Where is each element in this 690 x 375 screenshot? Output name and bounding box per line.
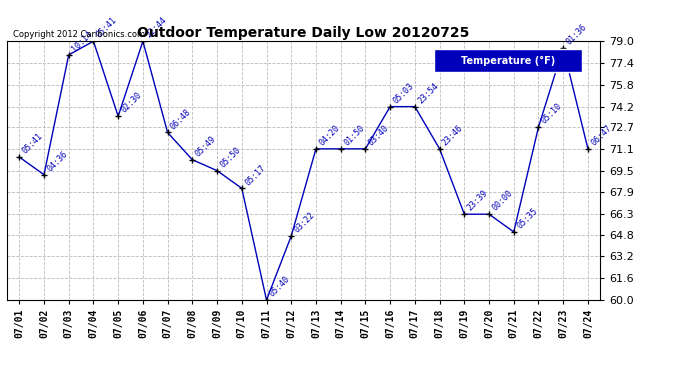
Text: 05:40: 05:40 bbox=[268, 274, 292, 298]
Text: 06:48: 06:48 bbox=[169, 107, 193, 131]
Text: 05:49: 05:49 bbox=[194, 134, 218, 158]
Text: 05:10: 05:10 bbox=[540, 102, 564, 126]
FancyBboxPatch shape bbox=[434, 49, 582, 72]
Text: 05:35: 05:35 bbox=[515, 207, 539, 231]
Text: 05:03: 05:03 bbox=[391, 81, 415, 105]
Text: 00:00: 00:00 bbox=[491, 189, 515, 213]
Text: 05:50: 05:50 bbox=[219, 145, 242, 169]
Text: 01:36: 01:36 bbox=[564, 22, 589, 46]
Text: 04:20: 04:20 bbox=[317, 123, 342, 147]
Text: Copyright 2012 Caribonics.com: Copyright 2012 Caribonics.com bbox=[13, 30, 145, 39]
Text: 03:22: 03:22 bbox=[293, 211, 317, 235]
Text: 04:36: 04:36 bbox=[46, 149, 70, 173]
Text: 23:46: 23:46 bbox=[441, 123, 465, 147]
Text: 06:47: 06:47 bbox=[589, 123, 613, 147]
Text: 23:39: 23:39 bbox=[466, 189, 490, 213]
Text: 05:41: 05:41 bbox=[95, 16, 119, 40]
Text: 05:41: 05:41 bbox=[21, 132, 45, 156]
Text: 02:30: 02:30 bbox=[119, 91, 144, 115]
Text: Temperature (°F): Temperature (°F) bbox=[461, 56, 555, 66]
Text: 23:54: 23:54 bbox=[416, 81, 440, 105]
Text: 01:50: 01:50 bbox=[342, 123, 366, 147]
Title: Outdoor Temperature Daily Low 20120725: Outdoor Temperature Daily Low 20120725 bbox=[137, 26, 470, 40]
Text: 10:14: 10:14 bbox=[70, 30, 94, 54]
Text: 03:40: 03:40 bbox=[367, 123, 391, 147]
Text: 22:44: 22:44 bbox=[144, 16, 168, 40]
Text: 05:17: 05:17 bbox=[243, 163, 267, 187]
